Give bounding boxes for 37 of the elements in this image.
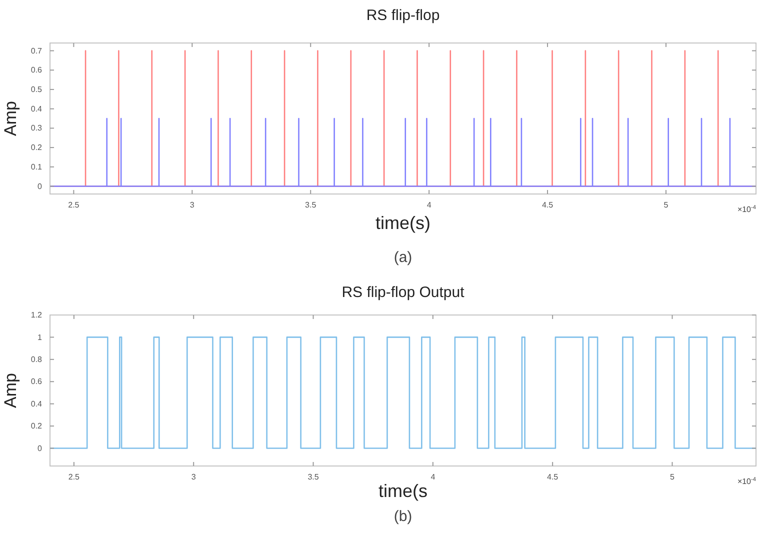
y-tick-label: 0.4	[30, 399, 43, 408]
text: (b)	[394, 508, 412, 525]
y-axis-title: Amp	[1, 101, 20, 136]
y-tick-label: 0.4	[30, 104, 43, 114]
chart-title: RS flip-flop	[366, 7, 440, 24]
text: (a)	[394, 249, 412, 266]
text: ×10$^{-4}$	[737, 205, 756, 214]
x-tick-label: 3	[191, 472, 196, 482]
y-tick-label: 0.7	[30, 46, 43, 56]
x-tick-label: 3.5	[305, 200, 317, 210]
x-tick-label: 2.5	[68, 200, 80, 210]
y-tick-label: 0.1	[30, 162, 43, 172]
y-tick-label: 0	[38, 444, 43, 453]
y-tick-label: 1.2	[30, 310, 43, 320]
x-tick-label: 4	[430, 472, 436, 482]
y-tick-label: 1	[38, 332, 43, 342]
x-tick-label: 4	[426, 200, 432, 210]
chart-title: RS flip-flop Output	[342, 284, 466, 301]
x-axis-title: time(s)	[376, 213, 430, 233]
x-tick-label: 3.5	[308, 472, 320, 482]
text: ×10$^{-4}$	[737, 477, 756, 486]
x-axis-title: time(s	[378, 481, 428, 501]
y-tick-label: 0.2	[30, 422, 43, 431]
x-tick-label: 4.5	[542, 200, 554, 210]
y-tick-label: 0.8	[30, 354, 43, 364]
y-tick-label: 0	[38, 182, 43, 191]
y-axis-title: Amp	[1, 373, 20, 408]
y-tick-label: 0.5	[30, 85, 43, 94]
y-tick-label: 0.3	[30, 124, 43, 133]
y-tick-label: 0.2	[30, 143, 43, 152]
x-tick-label: 2.5	[68, 472, 80, 482]
x-tick-label: 5	[670, 472, 676, 482]
x-tick-label: 4.5	[547, 472, 559, 482]
x-tick-label: 5	[664, 200, 669, 210]
x-tick-label: 3	[190, 200, 195, 210]
y-tick-label: 0.6	[30, 377, 43, 386]
y-tick-label: 0.6	[30, 66, 43, 75]
